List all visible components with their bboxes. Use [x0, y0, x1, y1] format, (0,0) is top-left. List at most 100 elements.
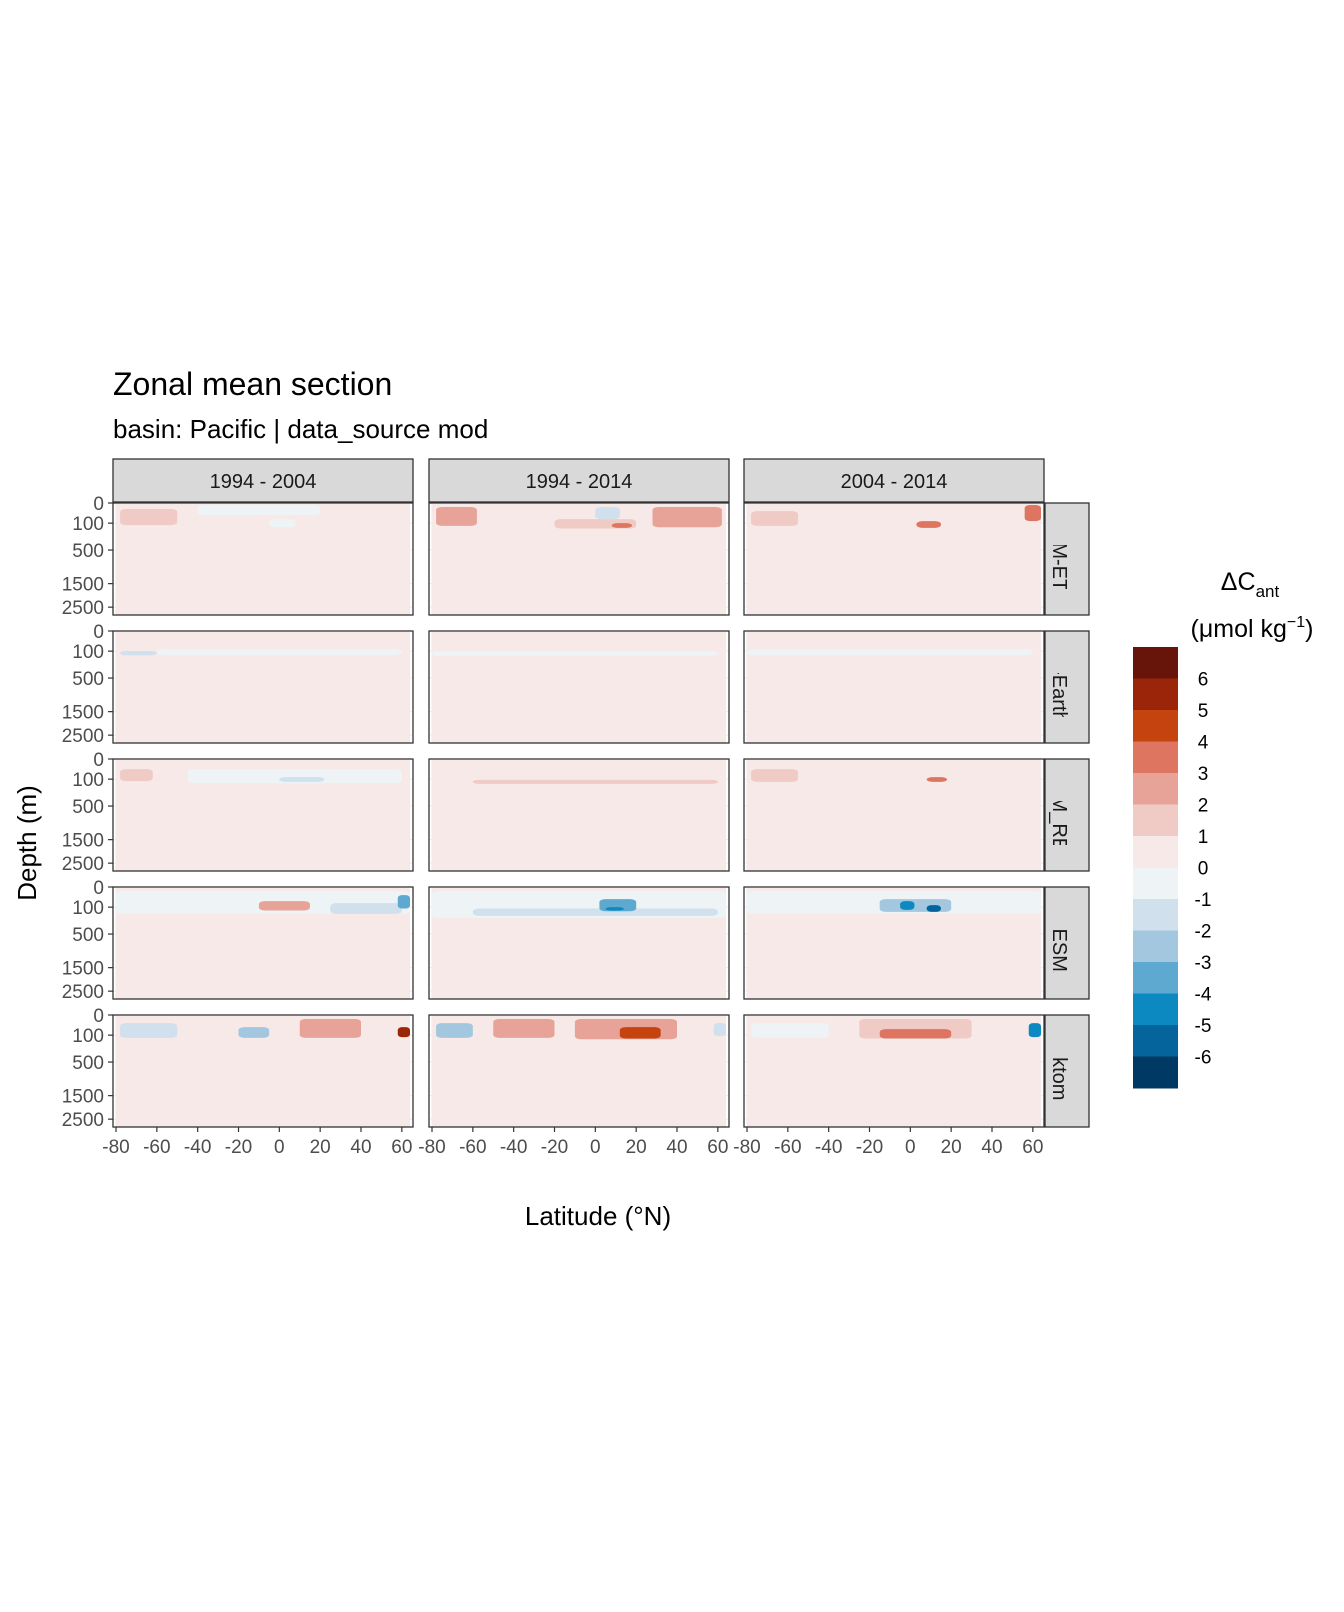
field-cell — [595, 507, 620, 520]
field-cell — [713, 1023, 726, 1036]
panel-border — [743, 886, 1045, 1000]
panel-r5-c1 — [112, 1014, 414, 1128]
field-cell — [472, 779, 718, 784]
legend-swatch — [1133, 1025, 1178, 1057]
legend-unit-sup: −1 — [1287, 614, 1305, 631]
field-cell — [751, 511, 799, 526]
legend-unit: (μmol kg−1) — [1191, 614, 1314, 643]
row-strip-1: CESM-ETH1 — [1044, 502, 1090, 616]
panel-r3-c1 — [112, 758, 414, 872]
panel-border — [428, 886, 730, 1000]
y-tick-label: 0 — [93, 622, 104, 643]
field-cell — [916, 521, 941, 528]
y-tick-label: 0 — [93, 878, 104, 899]
y-tick-label: 2500 — [62, 854, 104, 875]
panel-r2-c3 — [743, 630, 1045, 744]
y-tick-label: 1500 — [62, 831, 104, 852]
y-tick-label: 0 — [93, 1006, 104, 1027]
column-strip-2: 1994 - 2014 — [428, 458, 730, 503]
legend-swatch — [1133, 993, 1178, 1026]
y-tick-label: 500 — [72, 925, 104, 946]
panel-border — [112, 758, 414, 872]
x-tick-label: -80 — [418, 1137, 445, 1158]
panel-r2-c2 — [428, 630, 730, 744]
y-tick-label: 0 — [93, 494, 104, 515]
column-strip-bg — [112, 458, 414, 503]
x-tick-label: 40 — [666, 1137, 687, 1158]
y-tick-label: 1500 — [62, 1087, 104, 1108]
field-cell — [605, 907, 624, 911]
field-cell — [299, 1019, 361, 1038]
panel-border — [112, 630, 414, 744]
facet-panels: 1994 - 2004 1994 - 2014 2004 - 2014 CESM-ET… — [62, 458, 1090, 1158]
y-tick-label: 0 — [93, 750, 104, 771]
y-tick-label: 500 — [72, 669, 104, 690]
legend-label: -4 — [1195, 985, 1212, 1006]
x-axis-label: Latitude (°N) — [525, 1201, 671, 1231]
legend-label: -3 — [1195, 953, 1212, 974]
row-strip-bg — [1044, 630, 1090, 744]
row-strip-bg — [1044, 502, 1090, 616]
field-cell — [120, 769, 153, 782]
field-cell — [432, 651, 718, 656]
field-cell — [747, 649, 1033, 656]
y-tick-label: 100 — [72, 642, 104, 663]
x-tick-label: 0 — [905, 1137, 916, 1158]
legend-label: 5 — [1198, 701, 1209, 722]
x-tick-label: 60 — [707, 1137, 728, 1158]
field-cell — [1028, 1023, 1041, 1038]
field-cell — [436, 507, 477, 526]
x-tick-label: 40 — [981, 1137, 1002, 1158]
x-tick-label: -40 — [500, 1137, 527, 1158]
x-tick-label: 20 — [310, 1137, 331, 1158]
legend-colorbar: 6 5 4 3 2 1 0 -1 -2 -3 -4 -5 -6 — [1133, 647, 1212, 1089]
panel-border — [743, 630, 1045, 744]
y-tick-label: 2500 — [62, 598, 104, 619]
row-strip-5: planktom12 — [1044, 1014, 1090, 1128]
field-cell — [187, 769, 402, 784]
field-cell — [436, 1023, 473, 1038]
legend-unit-suffix: ) — [1305, 615, 1313, 643]
x-tick-label: -60 — [459, 1137, 486, 1158]
legend-label: 4 — [1198, 733, 1209, 754]
panel-border — [112, 502, 414, 616]
x-tick-label: -80 — [733, 1137, 760, 1158]
x-tick-label: -40 — [184, 1137, 211, 1158]
y-tick-label: 500 — [72, 541, 104, 562]
field-cell — [619, 1027, 661, 1039]
legend-label: -2 — [1195, 922, 1212, 943]
x-tick-label: -20 — [225, 1137, 252, 1158]
field-cell — [197, 505, 321, 516]
x-tick-label: -20 — [856, 1137, 883, 1158]
column-strip-bg — [743, 458, 1045, 503]
field-background — [432, 760, 726, 871]
row-strip-bg — [1044, 1014, 1090, 1128]
field-cell — [120, 509, 178, 526]
y-tick-label: 500 — [72, 1053, 104, 1074]
panel-r2-c1 — [112, 630, 414, 744]
field-background — [747, 632, 1041, 743]
field-cell — [493, 1019, 555, 1038]
column-strip-1: 1994 - 2004 — [112, 458, 414, 503]
column-strip-bg — [428, 458, 730, 503]
panel-border — [743, 502, 1045, 616]
legend-swatch — [1133, 678, 1178, 711]
x-axis-col-2: -80 -60 -40 -20 0 20 40 60 — [418, 1127, 728, 1158]
row-strip-2: EC-Earth3 — [1044, 630, 1090, 744]
panel-border — [428, 758, 730, 872]
x-tick-label: -60 — [774, 1137, 801, 1158]
legend-swatch — [1133, 773, 1178, 805]
panel-r1-c3 — [743, 502, 1045, 616]
row-strip-4: MRI-ESM2-0 — [1044, 886, 1090, 1000]
x-tick-label: 60 — [391, 1137, 412, 1158]
x-tick-label: 60 — [1022, 1137, 1043, 1158]
field-cell — [1024, 505, 1041, 522]
legend-swatch — [1133, 867, 1178, 900]
legend-swatch — [1133, 930, 1178, 963]
legend-title-sub: ant — [1256, 582, 1280, 601]
x-axis-col-3: -80 -60 -40 -20 0 20 40 60 — [733, 1127, 1043, 1158]
